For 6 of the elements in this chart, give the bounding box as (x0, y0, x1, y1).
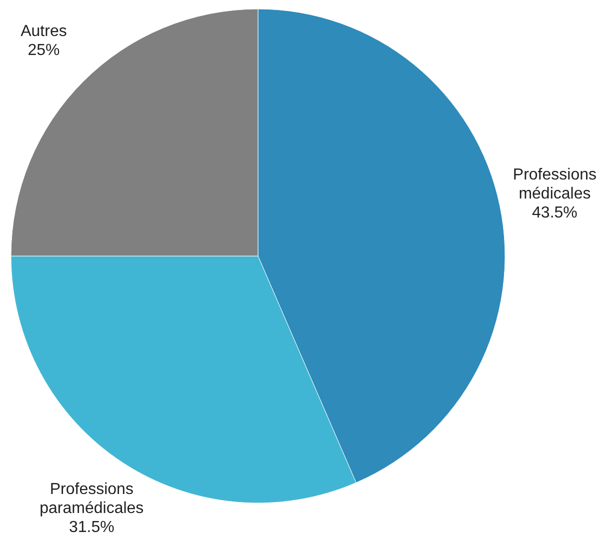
data-label: 31.5% (68, 519, 114, 536)
slice-label: Professions médicales (512, 166, 596, 203)
data-label: 25% (28, 42, 60, 60)
slice-label: Professions paramédicales (40, 481, 144, 518)
slice-label: Autres (20, 23, 67, 40)
data-label: 43.5% (532, 204, 578, 222)
